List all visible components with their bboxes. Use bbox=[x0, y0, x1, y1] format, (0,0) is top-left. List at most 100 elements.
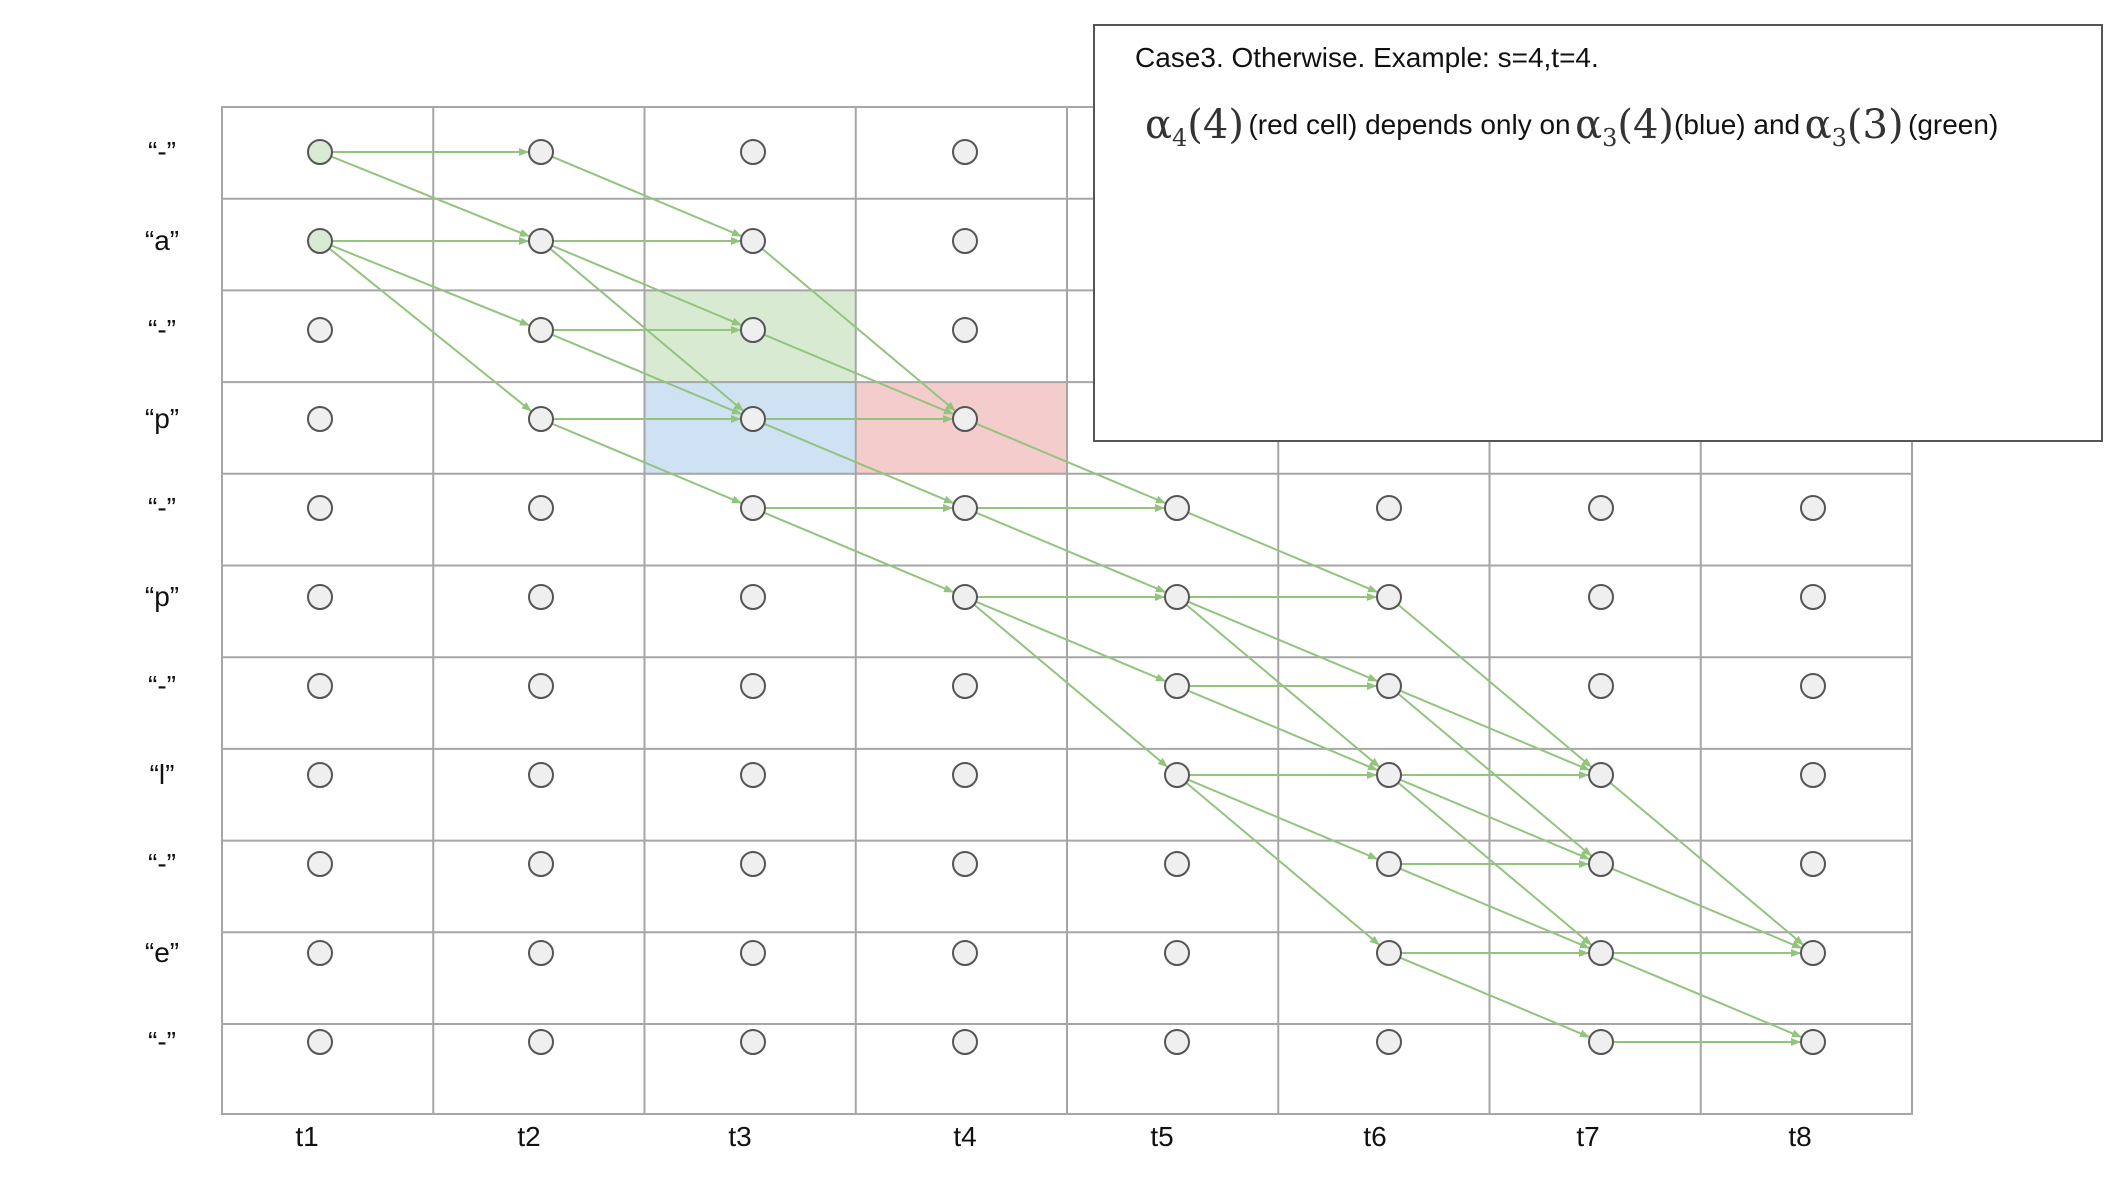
row-label: “p” bbox=[145, 403, 179, 434]
lattice-node bbox=[528, 762, 554, 788]
lattice-node bbox=[1800, 1029, 1826, 1055]
lattice-node bbox=[528, 673, 554, 699]
lattice-node bbox=[528, 940, 554, 966]
lattice-node bbox=[1588, 851, 1614, 877]
lattice-node bbox=[952, 940, 978, 966]
lattice-node bbox=[740, 762, 766, 788]
lattice-node bbox=[1588, 673, 1614, 699]
transition-arrow bbox=[763, 333, 954, 415]
column-label: t1 bbox=[295, 1121, 318, 1152]
lattice-node bbox=[1164, 851, 1190, 877]
lattice-node bbox=[1588, 495, 1614, 521]
transition-arrow bbox=[763, 511, 954, 593]
lattice-node bbox=[740, 940, 766, 966]
lattice-node bbox=[1800, 673, 1826, 699]
transition-arrow bbox=[975, 422, 1166, 504]
lattice-node bbox=[528, 851, 554, 877]
transition-arrow bbox=[973, 603, 1168, 768]
transition-arrow bbox=[1399, 956, 1590, 1038]
row-label: “-” bbox=[148, 670, 176, 701]
transition-arrow bbox=[1399, 778, 1590, 860]
lattice-node bbox=[1800, 762, 1826, 788]
transition-arrow bbox=[1399, 867, 1590, 949]
column-label: t8 bbox=[1788, 1121, 1811, 1152]
lattice-node bbox=[307, 762, 333, 788]
lattice-node bbox=[1800, 495, 1826, 521]
callout-explanation: α4(4) (red cell) depends only on α3(4)(b… bbox=[1145, 102, 1998, 152]
lattice-node bbox=[740, 673, 766, 699]
lattice-node bbox=[307, 940, 333, 966]
lattice-node bbox=[1376, 940, 1402, 966]
lattice-node bbox=[740, 406, 766, 432]
lattice-node bbox=[952, 495, 978, 521]
transition-arrow bbox=[551, 333, 742, 415]
lattice-node bbox=[1588, 1029, 1614, 1055]
transition-arrow bbox=[1611, 956, 1802, 1038]
transition-arrow bbox=[1399, 689, 1590, 771]
column-label: t7 bbox=[1576, 1121, 1599, 1152]
transition-arrow bbox=[330, 155, 530, 238]
row-label: “-” bbox=[148, 1026, 176, 1057]
lattice-node bbox=[740, 139, 766, 165]
transition-arrow bbox=[1397, 603, 1592, 768]
lattice-node bbox=[952, 851, 978, 877]
alpha-3-3-term: α3(3) bbox=[1804, 102, 1904, 152]
transition-arrow bbox=[1187, 600, 1378, 682]
transition-arrow bbox=[761, 247, 956, 412]
column-label: t5 bbox=[1150, 1121, 1173, 1152]
lattice-node bbox=[1164, 584, 1190, 610]
transition-arrow bbox=[1185, 781, 1380, 946]
column-label: t4 bbox=[953, 1121, 976, 1152]
lattice-node bbox=[307, 584, 333, 610]
lattice-node bbox=[307, 406, 333, 432]
lattice-node bbox=[1376, 762, 1402, 788]
lattice-node bbox=[952, 762, 978, 788]
lattice-node bbox=[528, 139, 554, 165]
lattice-node bbox=[1376, 1029, 1402, 1055]
row-label: “-” bbox=[148, 136, 176, 167]
transition-arrow bbox=[763, 422, 954, 504]
transition-arrow bbox=[975, 511, 1166, 593]
transition-arrow bbox=[1187, 689, 1378, 771]
lattice-node bbox=[952, 228, 978, 254]
blue-text: (blue) and bbox=[1674, 109, 1801, 140]
lattice-node bbox=[1588, 762, 1614, 788]
lattice-node bbox=[1800, 584, 1826, 610]
row-label: “l” bbox=[150, 759, 175, 790]
lattice-node bbox=[307, 317, 333, 343]
lattice-node bbox=[528, 228, 554, 254]
lattice-node bbox=[528, 317, 554, 343]
alpha-4-4-term: α4(4) bbox=[1145, 102, 1244, 152]
start-node bbox=[307, 228, 333, 254]
transition-arrow bbox=[1187, 511, 1378, 593]
lattice-node bbox=[1588, 940, 1614, 966]
transition-arrow bbox=[1187, 778, 1378, 860]
lattice-node bbox=[1376, 495, 1402, 521]
lattice-node bbox=[528, 1029, 554, 1055]
lattice-node bbox=[1800, 940, 1826, 966]
lattice-node bbox=[952, 317, 978, 343]
row-labels: “-” “a” “-” “p” “-” “p” “-” “l” “-” “e” “-” bbox=[145, 136, 179, 1057]
row-label: “-” bbox=[148, 848, 176, 879]
red-cell-text: (red cell) depends only on bbox=[1248, 109, 1571, 140]
lattice-node bbox=[952, 1029, 978, 1055]
case3-callout-box: Case3. Otherwise. Example: s=4,t=4. α4(4… bbox=[1093, 24, 2103, 442]
row-label: “e” bbox=[145, 937, 179, 968]
lattice-node bbox=[740, 495, 766, 521]
lattice-node bbox=[307, 851, 333, 877]
row-label: “-” bbox=[148, 492, 176, 523]
lattice-node bbox=[740, 1029, 766, 1055]
transition-arrow bbox=[551, 155, 742, 237]
transition-arrow bbox=[975, 600, 1166, 682]
lattice-node bbox=[1164, 940, 1190, 966]
start-node bbox=[307, 139, 333, 165]
lattice-node bbox=[1588, 584, 1614, 610]
lattice-node bbox=[1164, 673, 1190, 699]
lattice-node bbox=[528, 406, 554, 432]
transition-arrow bbox=[330, 244, 530, 327]
transition-arrow bbox=[551, 422, 742, 504]
lattice-node bbox=[1164, 762, 1190, 788]
lattice-node bbox=[740, 584, 766, 610]
lattice-node bbox=[952, 139, 978, 165]
lattice-node bbox=[1376, 673, 1402, 699]
